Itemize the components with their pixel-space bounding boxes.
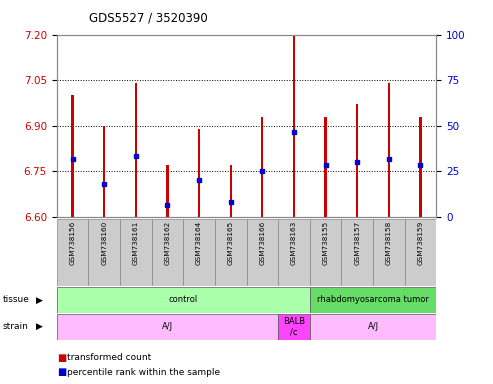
Bar xyxy=(373,219,405,286)
Bar xyxy=(230,165,232,217)
Bar xyxy=(166,165,169,217)
Text: GSM738158: GSM738158 xyxy=(386,221,392,265)
Bar xyxy=(310,287,436,313)
Bar xyxy=(215,219,246,286)
Bar xyxy=(293,35,295,217)
Bar xyxy=(356,104,358,217)
Text: GSM738160: GSM738160 xyxy=(101,221,107,265)
Bar xyxy=(405,219,436,286)
Text: ▶: ▶ xyxy=(35,295,42,305)
Bar xyxy=(103,126,105,217)
Text: GSM738155: GSM738155 xyxy=(322,221,329,265)
Text: BALB
/c: BALB /c xyxy=(283,317,305,336)
Text: A/J: A/J xyxy=(367,322,379,331)
Text: percentile rank within the sample: percentile rank within the sample xyxy=(67,368,220,377)
Text: rhabdomyosarcoma tumor: rhabdomyosarcoma tumor xyxy=(317,295,429,305)
Text: tissue: tissue xyxy=(2,295,30,305)
Bar xyxy=(183,219,215,286)
Text: GSM738159: GSM738159 xyxy=(418,221,423,265)
Bar xyxy=(278,314,310,340)
Text: A/J: A/J xyxy=(162,322,173,331)
Bar xyxy=(261,117,263,217)
Bar xyxy=(88,219,120,286)
Text: ▶: ▶ xyxy=(35,322,42,331)
Bar xyxy=(198,129,200,217)
Text: GSM738156: GSM738156 xyxy=(70,221,75,265)
Bar xyxy=(152,219,183,286)
Bar xyxy=(71,95,73,217)
Bar xyxy=(57,287,310,313)
Text: GSM738164: GSM738164 xyxy=(196,221,202,265)
Bar xyxy=(57,219,88,286)
Bar xyxy=(246,219,278,286)
Bar xyxy=(310,219,341,286)
Text: transformed count: transformed count xyxy=(67,353,151,362)
Bar xyxy=(310,314,436,340)
Bar xyxy=(135,83,137,217)
Text: GDS5527 / 3520390: GDS5527 / 3520390 xyxy=(89,11,208,24)
Text: GSM738157: GSM738157 xyxy=(354,221,360,265)
Text: GSM738162: GSM738162 xyxy=(164,221,171,265)
Bar xyxy=(341,219,373,286)
Text: control: control xyxy=(169,295,198,305)
Text: GSM738166: GSM738166 xyxy=(259,221,265,265)
Bar xyxy=(57,314,278,340)
Text: GSM738165: GSM738165 xyxy=(228,221,234,265)
Text: GSM738163: GSM738163 xyxy=(291,221,297,265)
Bar xyxy=(120,219,152,286)
Text: strain: strain xyxy=(2,322,28,331)
Bar xyxy=(278,219,310,286)
Text: GSM738161: GSM738161 xyxy=(133,221,139,265)
Bar xyxy=(324,117,327,217)
Bar xyxy=(420,117,422,217)
Text: ■: ■ xyxy=(57,353,66,363)
Bar xyxy=(388,83,390,217)
Text: ■: ■ xyxy=(57,367,66,377)
